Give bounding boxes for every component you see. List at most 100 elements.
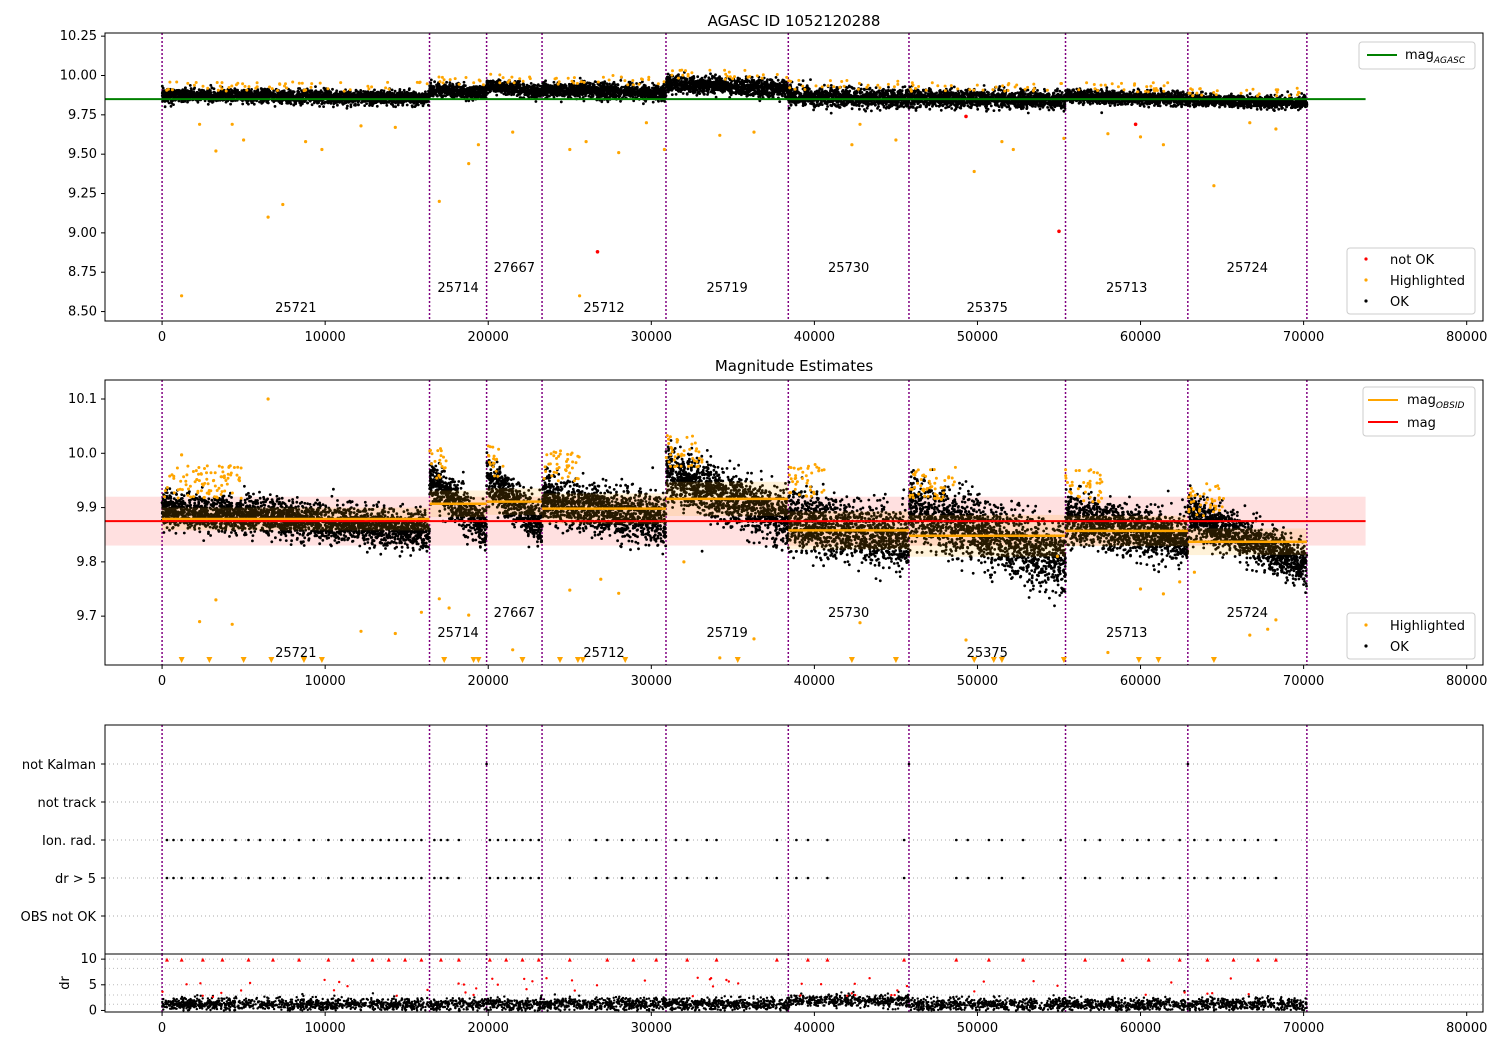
ok-point: [316, 102, 319, 105]
highlighted-point: [580, 80, 583, 83]
ok-point: [184, 95, 187, 98]
highlighted-point: [193, 84, 196, 87]
ok-point: [216, 95, 219, 98]
ok-point: [553, 84, 556, 87]
ok-point: [427, 104, 430, 107]
highlighted-point: [165, 89, 168, 92]
ok-point: [649, 96, 652, 99]
highlighted-point: [502, 76, 505, 79]
ok-point: [209, 84, 212, 87]
ok-point: [635, 82, 638, 85]
highlighted-point: [230, 85, 233, 88]
ok-point: [493, 81, 496, 84]
highlighted-point: [241, 82, 244, 85]
ok-point: [505, 85, 508, 88]
ok-point: [406, 104, 409, 107]
ok-point: [615, 86, 618, 89]
ok-point: [463, 81, 466, 84]
ok-point: [440, 91, 443, 94]
ok-point: [560, 101, 563, 104]
ok-point: [546, 96, 549, 99]
highlighted-point: [558, 80, 561, 83]
ok-point: [282, 90, 285, 93]
ok-point: [614, 83, 617, 86]
ok-point: [370, 91, 373, 94]
highlighted-point: [206, 87, 209, 90]
ok-point: [544, 79, 547, 82]
ok-point: [618, 90, 621, 93]
ok-point: [482, 89, 485, 92]
ok-point: [207, 103, 210, 106]
ok-point: [330, 102, 333, 105]
ok-point: [314, 85, 317, 88]
ok-point: [213, 87, 216, 90]
ok-point: [346, 91, 349, 94]
ok-point: [357, 103, 360, 106]
ok-point: [313, 101, 316, 104]
highlighted-point: [510, 76, 513, 79]
ok-point: [220, 90, 223, 93]
highlighted-point: [439, 80, 442, 83]
highlighted-point: [449, 78, 452, 81]
ok-point: [220, 94, 223, 97]
ok-point: [535, 100, 538, 103]
ok-point: [628, 87, 631, 90]
ok-point: [496, 82, 499, 85]
ok-point: [363, 94, 366, 97]
ok-point: [444, 95, 447, 98]
ok-point: [623, 89, 626, 92]
ok-point: [617, 84, 620, 87]
ok-point: [456, 95, 459, 98]
ok-point: [327, 102, 330, 105]
highlighted-point: [384, 86, 387, 89]
highlighted-point: [479, 80, 482, 83]
ok-point: [616, 89, 619, 92]
ok-point: [202, 93, 205, 96]
ok-point: [636, 92, 639, 95]
ok-point: [493, 85, 496, 88]
highlighted-point: [528, 76, 531, 79]
highlighted-point: [220, 87, 223, 90]
ok-point: [329, 90, 332, 93]
highlighted-point: [458, 83, 461, 86]
ok-point: [320, 103, 323, 106]
ok-point: [332, 102, 335, 105]
ok-point: [213, 91, 216, 94]
highlighted-point: [647, 78, 650, 81]
ok-point: [775, 76, 778, 79]
ok-point: [429, 82, 432, 85]
ok-point: [440, 95, 443, 98]
ok-point: [499, 86, 502, 89]
ok-point: [522, 83, 525, 86]
highlighted-point: [310, 82, 313, 85]
ok-point: [322, 93, 325, 96]
highlighted-point: [388, 88, 391, 91]
ok-point: [560, 93, 563, 96]
highlighted-point: [326, 87, 329, 90]
ok-point: [466, 87, 469, 90]
ok-point: [424, 94, 427, 97]
ok-point: [530, 82, 533, 85]
ok-point: [596, 95, 599, 98]
ok-point: [479, 92, 482, 95]
ok-point: [447, 93, 450, 96]
highlighted-point: [438, 76, 441, 79]
ok-point: [391, 103, 394, 106]
ok-point: [429, 87, 432, 90]
ok-point: [543, 88, 546, 91]
ok-point: [289, 94, 292, 97]
ok-point: [170, 105, 173, 108]
ok-point: [355, 90, 358, 93]
ok-point: [182, 100, 185, 103]
ok-point: [430, 91, 433, 94]
ok-point: [289, 101, 292, 104]
ok-point: [449, 84, 452, 87]
highlighted-point: [228, 86, 231, 89]
highlighted-point: [284, 82, 287, 85]
highlighted-point: [298, 82, 301, 85]
highlighted-point: [349, 88, 352, 91]
ok-point: [579, 77, 582, 80]
ok-point: [527, 90, 530, 93]
highlighted-point: [442, 81, 445, 84]
